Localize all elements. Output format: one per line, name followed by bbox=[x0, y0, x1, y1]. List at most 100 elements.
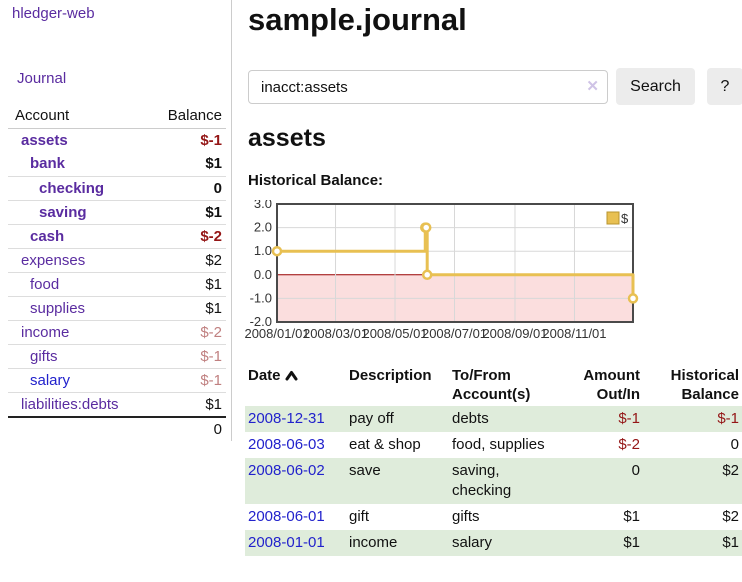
transaction-balance: $2 bbox=[722, 462, 739, 479]
account-balance: $-2 bbox=[150, 319, 226, 344]
chart-plot-border bbox=[276, 203, 634, 323]
clear-search-icon[interactable]: ✕ bbox=[586, 78, 599, 95]
transaction-row: 2008-06-01 gift gifts $1 $2 bbox=[245, 504, 742, 530]
account-total-row: 0 bbox=[8, 415, 226, 441]
account-balance: $1 bbox=[150, 391, 226, 417]
accounts-column-header: To/From Account(s) bbox=[452, 367, 531, 403]
transaction-amount: $1 bbox=[623, 508, 640, 525]
svg-text:2008/05/01: 2008/05/01 bbox=[362, 326, 427, 341]
chart-title: Historical Balance: bbox=[248, 172, 384, 189]
svg-text:2008/03/01: 2008/03/01 bbox=[303, 326, 368, 341]
svg-text:-1.0: -1.0 bbox=[250, 290, 272, 305]
transaction-amount: $1 bbox=[623, 534, 640, 551]
account-link[interactable]: gifts bbox=[30, 347, 58, 365]
search-button[interactable]: Search bbox=[616, 68, 695, 105]
transaction-date-link[interactable]: 2008-06-02 bbox=[248, 462, 325, 479]
account-balance: 0 bbox=[150, 175, 226, 200]
svg-text:2008/11/01: 2008/11/01 bbox=[542, 326, 606, 341]
account-link[interactable]: cash bbox=[30, 227, 65, 245]
account-column-header: Account bbox=[8, 104, 151, 129]
transaction-amount: 0 bbox=[631, 462, 640, 479]
account-link[interactable]: liabilities:debts bbox=[21, 395, 119, 413]
historical-balance-chart: $ 3.0 2.0 1.0 0.0 -1.0 -2.02008/01/012008/03/… bbox=[245, 200, 639, 341]
account-link[interactable]: salary bbox=[30, 371, 71, 389]
search-row: ✕ Search ? bbox=[248, 68, 742, 105]
transaction-date-link[interactable]: 2008-01-01 bbox=[248, 534, 325, 551]
date-column-header[interactable]: Date bbox=[245, 364, 346, 406]
svg-text:2.0: 2.0 bbox=[254, 220, 272, 235]
search-input[interactable] bbox=[248, 70, 608, 104]
register-rows: 2008-12-31 pay off debts $-1 $-1 2008-06-03 ea… bbox=[245, 406, 742, 556]
account-tree-header-row: Account Balance bbox=[8, 104, 226, 129]
account-row: expenses $2 bbox=[8, 247, 226, 272]
transaction-accounts: food, supplies bbox=[452, 436, 545, 453]
transaction-date-link[interactable]: 2008-12-31 bbox=[248, 410, 325, 427]
register-table: Date Description To/From Account(s) Amou… bbox=[245, 364, 742, 556]
register-header-row: Date Description To/From Account(s) Amou… bbox=[245, 364, 742, 406]
transaction-row: 2008-01-01 income salary $1 $1 bbox=[245, 530, 742, 556]
transaction-balance: 0 bbox=[730, 436, 739, 453]
account-balance: $-1 bbox=[150, 367, 226, 392]
chart-axis-labels: 3.0 2.0 1.0 0.0 -1.0 -2.02008/01/012008/03/01… bbox=[245, 200, 607, 341]
account-link[interactable]: bank bbox=[30, 155, 66, 173]
description-column-header: Description bbox=[349, 367, 432, 384]
account-link[interactable]: assets bbox=[21, 131, 68, 149]
account-link[interactable]: saving bbox=[39, 203, 87, 221]
transaction-row: 2008-06-03 eat & shop food, supplies $-2 0 bbox=[245, 432, 742, 458]
account-tree-rows: assets $-1 bank $1 checking 0 saving $1 cash $-2 e… bbox=[8, 128, 226, 417]
transaction-balance: $-1 bbox=[717, 410, 739, 427]
account-row: gifts $-1 bbox=[8, 343, 226, 368]
account-row: saving $1 bbox=[8, 199, 226, 224]
account-row: supplies $1 bbox=[8, 295, 226, 320]
app-title-link[interactable]: hledger-web bbox=[12, 5, 95, 22]
account-balance: $-1 bbox=[150, 343, 226, 368]
account-row: assets $-1 bbox=[8, 128, 226, 152]
svg-text:1.0: 1.0 bbox=[254, 243, 272, 258]
transaction-date-link[interactable]: 2008-06-03 bbox=[248, 436, 325, 453]
search-box: ✕ bbox=[248, 70, 608, 104]
account-row: checking 0 bbox=[8, 175, 226, 200]
account-link[interactable]: expenses bbox=[21, 251, 86, 269]
balance-column-header-register: Historical Balance bbox=[670, 367, 739, 403]
account-row: food $1 bbox=[8, 271, 226, 296]
chart-legend: $ bbox=[606, 211, 629, 226]
account-page-title: assets bbox=[248, 124, 326, 152]
account-row: salary $-1 bbox=[8, 367, 226, 392]
account-balance: $1 bbox=[150, 295, 226, 320]
svg-text:2008/01/01: 2008/01/01 bbox=[245, 326, 310, 341]
svg-text:3.0: 3.0 bbox=[254, 200, 272, 211]
transaction-description: income bbox=[349, 534, 398, 551]
transaction-description: eat & shop bbox=[349, 436, 421, 453]
transaction-accounts: saving, checking bbox=[452, 462, 512, 499]
account-link[interactable]: supplies bbox=[30, 299, 86, 317]
transaction-amount: $-1 bbox=[618, 410, 640, 427]
sidebar: hledger-web Journal Account Balance asse… bbox=[0, 0, 232, 441]
account-link[interactable]: food bbox=[30, 275, 60, 293]
account-row: bank $1 bbox=[8, 152, 226, 176]
transaction-accounts: debts bbox=[452, 410, 489, 427]
transaction-description: save bbox=[349, 462, 381, 479]
transaction-accounts: salary bbox=[452, 534, 493, 551]
account-balance: $2 bbox=[150, 247, 226, 272]
transaction-balance: $1 bbox=[722, 534, 739, 551]
account-link[interactable]: income bbox=[21, 323, 70, 341]
account-balance: $-2 bbox=[150, 223, 226, 248]
transaction-row: 2008-12-31 pay off debts $-1 $-1 bbox=[245, 406, 742, 432]
sort-ascending-icon bbox=[285, 371, 298, 381]
transaction-accounts: gifts bbox=[452, 508, 480, 525]
chart-markers bbox=[271, 222, 639, 304]
transaction-date-link[interactable]: 2008-06-01 bbox=[248, 508, 325, 525]
transaction-row: 2008-06-02 save saving, checking 0 $2 bbox=[245, 458, 742, 504]
svg-text:2008/07/01: 2008/07/01 bbox=[422, 326, 487, 341]
account-row: liabilities:debts $1 bbox=[8, 391, 226, 417]
help-button[interactable]: ? bbox=[707, 68, 742, 105]
sidebar-item-journal[interactable]: Journal bbox=[17, 70, 67, 87]
svg-text:$: $ bbox=[621, 211, 629, 226]
account-balance: $1 bbox=[205, 155, 222, 173]
account-row: cash $-2 bbox=[8, 223, 226, 248]
account-balance: $-1 bbox=[200, 131, 222, 149]
account-balance: $1 bbox=[150, 199, 226, 224]
transaction-balance: $2 bbox=[722, 508, 739, 525]
account-link[interactable]: checking bbox=[39, 179, 105, 197]
account-tree-table: Account Balance assets $-1 bank $1 checking 0… bbox=[8, 104, 226, 441]
